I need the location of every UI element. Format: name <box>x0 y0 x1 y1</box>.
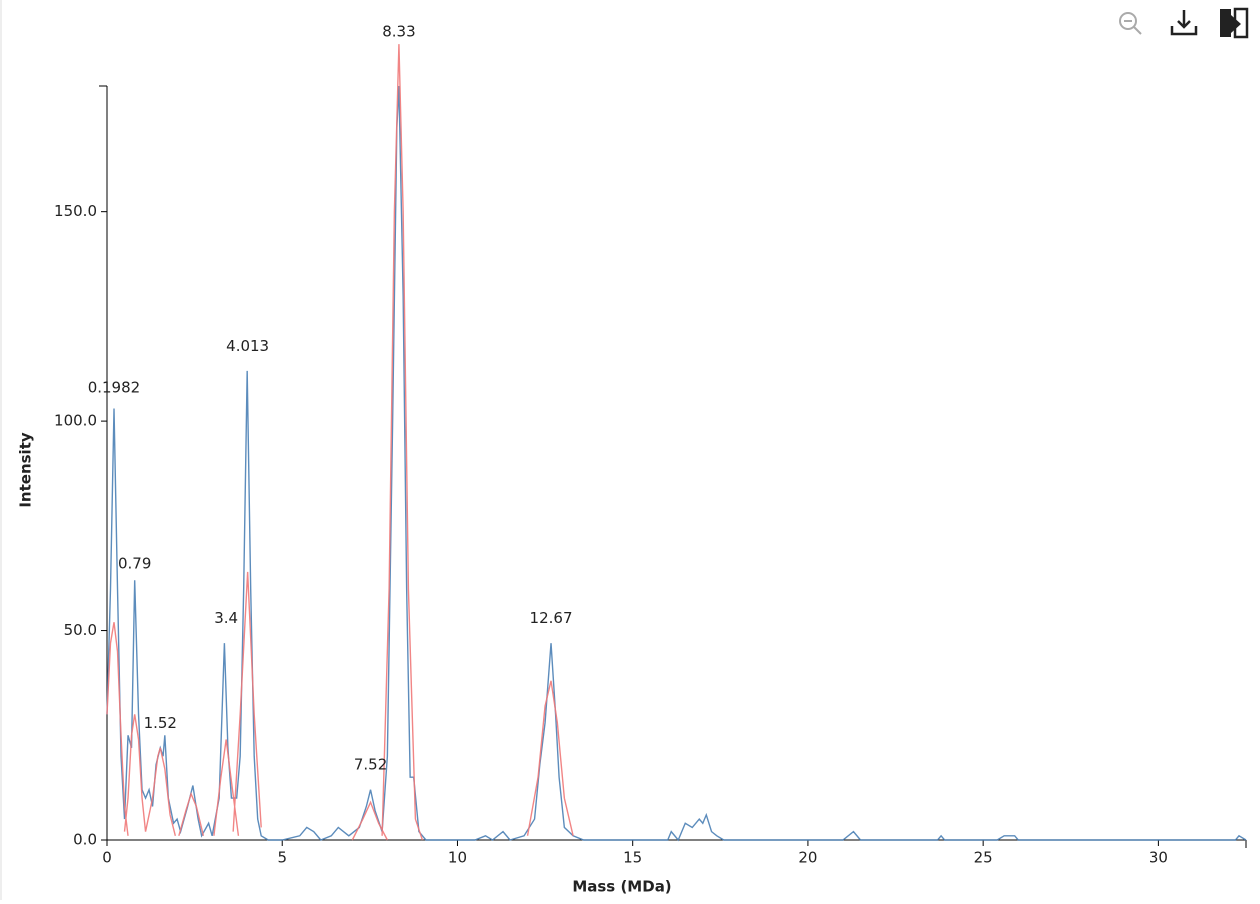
peak-label: 0.1982 <box>88 379 141 397</box>
peak-label: 7.52 <box>354 756 387 774</box>
x-tick-label: 15 <box>623 849 642 867</box>
peak-label: 3.4 <box>214 609 238 627</box>
y-tick-label: 0.0 <box>73 831 97 849</box>
download-button[interactable] <box>1170 10 1198 36</box>
peak-label: 4.013 <box>226 337 269 355</box>
x-tick-label: 20 <box>798 849 817 867</box>
y-tick-label: 50.0 <box>64 621 97 639</box>
zoom-out-button[interactable] <box>1119 12 1142 35</box>
x-tick-label: 30 <box>1149 849 1168 867</box>
x-tick-label: 5 <box>277 849 287 867</box>
y-tick-label: 100.0 <box>54 412 97 430</box>
peak-label: 1.52 <box>144 714 177 732</box>
peak-label: 0.79 <box>118 555 151 573</box>
compare-button[interactable] <box>1220 7 1249 39</box>
peak-label: 12.67 <box>530 609 573 627</box>
x-tick-label: 0 <box>102 849 112 867</box>
x-tick-label: 10 <box>448 849 467 867</box>
y-tick-label: 150.0 <box>54 202 97 220</box>
x-axis-title: Mass (MDa) <box>572 878 671 896</box>
y-axis-title: Intensity <box>17 432 35 508</box>
spectrum-line <box>106 44 574 841</box>
x-tick-label: 25 <box>974 849 993 867</box>
spectrum-line <box>106 85 1247 842</box>
peak-label: 8.33 <box>382 23 415 41</box>
